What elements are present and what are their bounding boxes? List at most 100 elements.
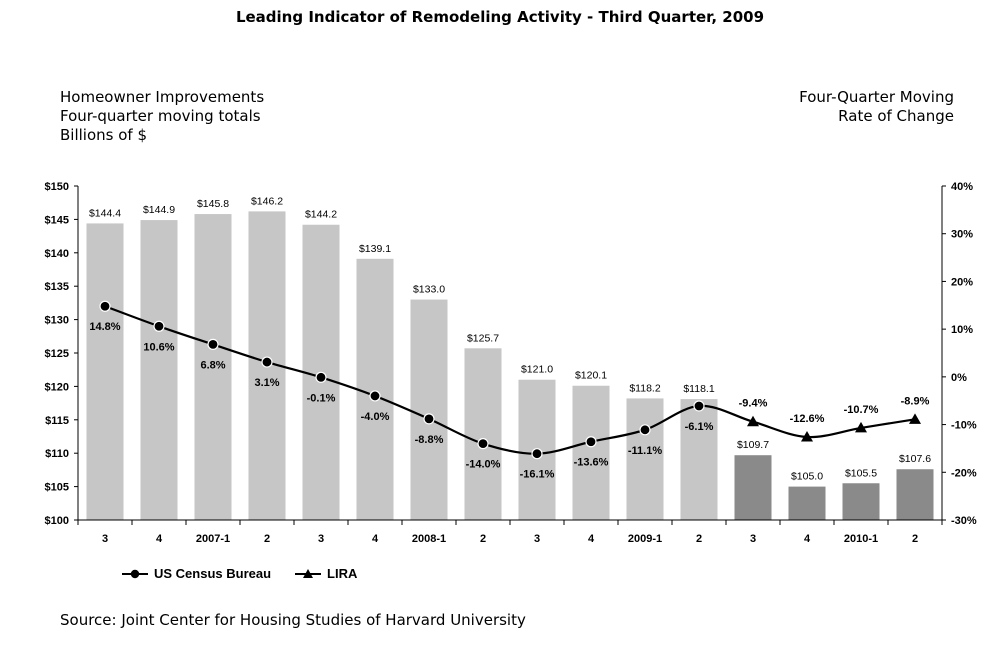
census-point-marker bbox=[477, 438, 489, 450]
bar bbox=[194, 214, 232, 520]
census-point-marker bbox=[369, 390, 381, 402]
x-tick-label: 3 bbox=[750, 533, 756, 545]
x-tick-label: 2 bbox=[480, 533, 486, 545]
right-tick-label: 40% bbox=[951, 181, 973, 193]
left-tick-label: $105 bbox=[45, 482, 69, 494]
lira-point-marker bbox=[909, 413, 921, 424]
right-tick-label: 10% bbox=[951, 324, 973, 336]
legend-label-census: US Census Bureau bbox=[154, 566, 272, 581]
rate-point-label: -10.7% bbox=[844, 404, 879, 416]
census-point-marker bbox=[207, 338, 219, 351]
right-axis-title-line-1: Four-Quarter Moving bbox=[799, 88, 954, 106]
bar bbox=[572, 385, 610, 520]
rate-point-label: -12.6% bbox=[790, 413, 825, 425]
legend: US Census Bureau LIRA bbox=[120, 566, 379, 581]
right-axis-title: Four-Quarter Moving Rate of Change bbox=[799, 88, 954, 126]
right-tick-label: -20% bbox=[951, 467, 977, 479]
bar-value-label: $144.4 bbox=[89, 207, 121, 219]
source-note: Source: Joint Center for Housing Studies… bbox=[60, 611, 526, 629]
legend-label-lira: LIRA bbox=[327, 566, 358, 581]
bar bbox=[896, 469, 934, 520]
rate-point-label: -16.1% bbox=[520, 469, 555, 481]
rate-point-label: -4.0% bbox=[361, 411, 390, 423]
bar bbox=[140, 220, 178, 520]
bar-value-label: $105.5 bbox=[845, 467, 877, 479]
rate-point-label: -11.1% bbox=[628, 445, 662, 457]
left-tick-label: $110 bbox=[45, 448, 69, 460]
x-tick-label: 3 bbox=[534, 533, 540, 545]
bar bbox=[464, 348, 502, 520]
x-tick-label: 4 bbox=[156, 533, 163, 545]
bar-value-label: $146.2 bbox=[251, 195, 283, 207]
bar bbox=[842, 483, 880, 520]
bar-value-label: $125.7 bbox=[467, 332, 499, 344]
bar-value-label: $109.7 bbox=[737, 439, 769, 451]
legend-item-lira: LIRA bbox=[293, 566, 357, 581]
right-tick-label: 20% bbox=[951, 276, 973, 288]
left-tick-label: $115 bbox=[45, 415, 69, 427]
bar bbox=[356, 258, 394, 520]
left-tick-label: $125 bbox=[45, 348, 69, 360]
chart-title: Leading Indicator of Remodeling Activity… bbox=[235, 8, 765, 26]
bar-value-label: $118.1 bbox=[683, 383, 714, 395]
rate-point-label: -6.1% bbox=[685, 421, 714, 433]
left-tick-label: $145 bbox=[45, 214, 69, 226]
census-point-marker bbox=[531, 448, 543, 460]
right-axis-title-line-2: Rate of Change bbox=[838, 107, 954, 125]
rate-point-label: -0.1% bbox=[307, 392, 336, 404]
census-point-marker bbox=[585, 436, 597, 448]
rate-of-change-line bbox=[104, 305, 916, 455]
bar-value-label: $144.9 bbox=[143, 204, 175, 216]
legend-item-census: US Census Bureau bbox=[120, 566, 271, 581]
left-axis-title-line-2: Four-quarter moving totals bbox=[60, 107, 261, 125]
census-point-marker bbox=[315, 371, 327, 383]
right-tick-label: -30% bbox=[951, 515, 977, 527]
rate-point-label: 14.8% bbox=[89, 321, 120, 333]
bar bbox=[626, 398, 664, 520]
right-tick-label: -10% bbox=[951, 420, 977, 432]
rate-point-label: -14.0% bbox=[466, 459, 501, 471]
rate-point-label: -13.6% bbox=[574, 457, 609, 469]
lira-point-marker bbox=[801, 430, 813, 442]
bar-value-label: $120.1 bbox=[575, 370, 607, 382]
x-tick-label: 2010-1 bbox=[844, 533, 878, 545]
bar-value-label: $105.0 bbox=[791, 471, 823, 483]
x-tick-label: 4 bbox=[372, 533, 379, 545]
x-tick-label: 3 bbox=[102, 533, 108, 545]
left-axis-title: Homeowner Improvements Four-quarter movi… bbox=[60, 88, 264, 145]
x-tick-label: 3 bbox=[318, 533, 324, 545]
left-tick-label: $120 bbox=[45, 381, 69, 393]
census-point-marker bbox=[639, 424, 651, 436]
census-point-marker bbox=[423, 413, 435, 425]
census-point-marker bbox=[693, 400, 705, 412]
bar-value-label: $107.6 bbox=[899, 453, 931, 465]
legend-triangle-marker-icon bbox=[295, 568, 322, 578]
left-axis-title-line-3: Billions of $ bbox=[60, 126, 147, 144]
bar bbox=[86, 223, 124, 520]
legend-circle-marker-icon bbox=[122, 569, 148, 578]
bar-value-label: $118.2 bbox=[629, 382, 660, 394]
x-tick-label: 4 bbox=[804, 533, 811, 545]
census-point-marker bbox=[99, 300, 111, 312]
rate-point-label: -9.4% bbox=[739, 398, 768, 410]
rate-point-label: -8.9% bbox=[901, 395, 930, 407]
bar-value-label: $139.1 bbox=[359, 243, 391, 255]
right-tick-label: 30% bbox=[951, 229, 973, 241]
census-point-marker bbox=[261, 356, 273, 368]
bar-value-label: $133.0 bbox=[413, 284, 445, 296]
lira-point-marker bbox=[747, 415, 759, 427]
rate-point-label: -8.8% bbox=[415, 434, 444, 446]
x-tick-label: 2 bbox=[696, 533, 702, 545]
bar-value-label: $145.8 bbox=[197, 198, 229, 210]
left-axis-title-line-1: Homeowner Improvements bbox=[60, 88, 265, 106]
x-tick-label: 2008-1 bbox=[412, 533, 446, 545]
rate-point-label: 3.1% bbox=[254, 377, 279, 389]
census-point-marker bbox=[153, 320, 165, 332]
x-tick-label: 2009-1 bbox=[628, 533, 662, 545]
left-tick-label: $100 bbox=[45, 515, 69, 527]
x-tick-label: 2007-1 bbox=[196, 533, 230, 545]
bar bbox=[410, 299, 448, 520]
lira-point-marker bbox=[855, 421, 867, 433]
left-tick-label: $150 bbox=[45, 181, 69, 193]
